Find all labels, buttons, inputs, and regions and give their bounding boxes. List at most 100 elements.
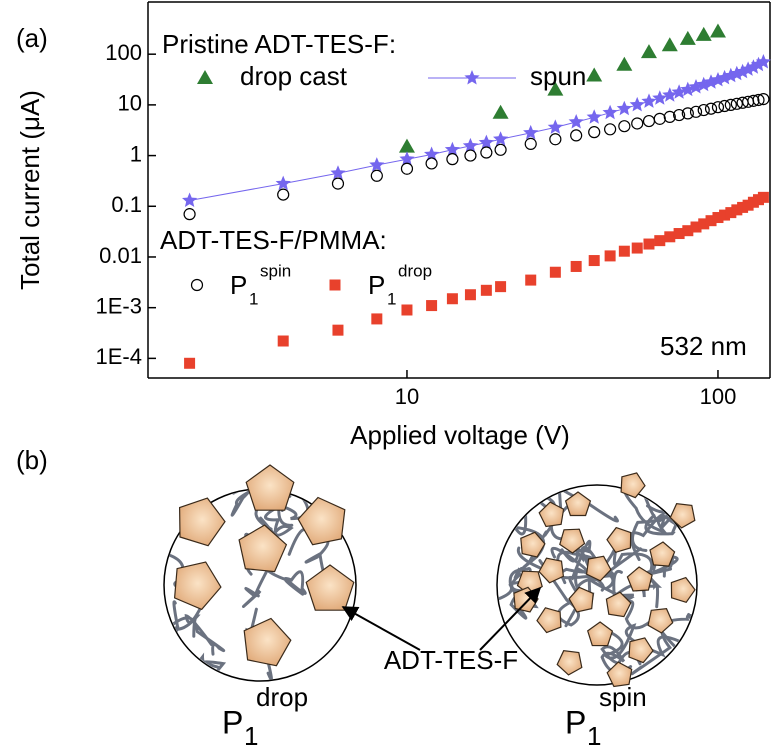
- crystallite: [173, 561, 222, 611]
- triangle-marker: [492, 104, 509, 119]
- x-tick-label: 10: [395, 384, 419, 409]
- crystallite: [628, 637, 654, 664]
- crystallite: [647, 608, 674, 634]
- circle-marker: [757, 93, 770, 106]
- circle-marker: [588, 126, 601, 139]
- star-marker: [750, 56, 767, 72]
- callout: ADT-TES-F: [384, 645, 518, 675]
- crystallite: [620, 472, 646, 499]
- star-marker: [735, 63, 751, 79]
- triangle-marker: [547, 81, 564, 96]
- crystallite: [564, 491, 592, 517]
- crystallite: [585, 555, 612, 582]
- square-marker: [495, 281, 507, 293]
- panel-label: (b): [16, 445, 48, 475]
- circle-marker: [681, 107, 694, 120]
- star-marker: [586, 109, 602, 124]
- triangle-marker: [616, 56, 633, 71]
- circle-marker: [718, 99, 731, 113]
- square-marker: [643, 238, 655, 250]
- square-marker: [698, 218, 710, 230]
- circle-marker: [618, 120, 631, 133]
- circle-marker: [704, 102, 718, 115]
- panel-name-sup: spin: [599, 682, 647, 712]
- circle-marker: [604, 123, 617, 136]
- name-base: P: [230, 270, 247, 300]
- y-tick-label: 1E-4: [96, 344, 142, 369]
- crystallite: [297, 496, 346, 546]
- arrow: [341, 606, 421, 651]
- square-marker: [277, 335, 289, 347]
- legend-marker: [464, 70, 480, 85]
- name-sup: spin: [260, 261, 291, 280]
- star-marker: [369, 157, 385, 172]
- circle-marker: [642, 114, 656, 128]
- circle-marker: [183, 208, 196, 221]
- square-marker: [618, 245, 630, 257]
- circle-marker: [570, 129, 583, 142]
- crystallites: [173, 464, 696, 688]
- name-sub: 1: [249, 289, 258, 308]
- crystallite: [238, 524, 288, 573]
- crystallite: [669, 503, 696, 529]
- crystallite: [606, 526, 632, 553]
- crystallite: [568, 586, 594, 613]
- star-marker: [745, 59, 761, 74]
- circle-marker: [673, 108, 686, 122]
- square-marker: [654, 235, 666, 247]
- annotation: 532 nm: [660, 331, 747, 361]
- crystallite: [538, 501, 565, 528]
- star-marker: [462, 137, 479, 153]
- star-marker: [740, 61, 756, 76]
- square-marker: [184, 357, 196, 369]
- star-marker: [478, 134, 494, 150]
- square-marker: [480, 284, 492, 296]
- square-marker: [549, 266, 561, 278]
- circle-marker: [730, 97, 743, 110]
- triangle-marker: [398, 138, 415, 153]
- y-tick-label: 0.01: [99, 243, 142, 268]
- triangle-marker: [709, 23, 726, 38]
- circle-marker: [747, 94, 760, 107]
- crystallite: [305, 564, 355, 611]
- star-marker: [424, 146, 440, 161]
- crystallite: [245, 464, 295, 511]
- crystallite: [586, 621, 614, 647]
- y-tick-label: 1E-3: [96, 293, 142, 318]
- square-marker: [525, 274, 537, 286]
- x-tick-label: 100: [700, 384, 737, 409]
- triangle-marker: [679, 30, 696, 45]
- star-marker: [275, 175, 291, 191]
- legend-marker: [329, 279, 341, 291]
- circle-marker: [425, 157, 438, 170]
- star-marker: [616, 100, 632, 116]
- star-marker: [652, 90, 668, 105]
- crystallite: [606, 661, 633, 688]
- crystallite: [605, 591, 632, 618]
- circle-marker: [711, 101, 725, 114]
- circle-marker: [724, 98, 737, 111]
- circle-marker: [464, 149, 477, 162]
- legend-group: ADT-TES-F/PMMA:: [160, 225, 387, 255]
- star-marker: [602, 104, 618, 120]
- legend-marker: [190, 278, 204, 292]
- panel-name-sub: 1: [244, 721, 258, 747]
- crystallite: [670, 576, 696, 604]
- square-marker: [588, 255, 600, 267]
- crystallite: [536, 607, 562, 634]
- legend-marker: [197, 70, 213, 84]
- circle-marker: [549, 133, 562, 146]
- triangle-marker: [661, 37, 678, 52]
- circle-marker: [400, 162, 414, 175]
- diagram: ADT-TES-F: [163, 464, 698, 688]
- x-axis-label: Applied voltage (V): [350, 420, 570, 450]
- circle-marker: [631, 117, 644, 130]
- polymer-chain: [498, 486, 507, 537]
- square-marker: [570, 260, 582, 272]
- crystallite: [559, 528, 586, 554]
- square-marker: [371, 313, 383, 325]
- circle-marker: [524, 137, 537, 150]
- square-marker: [712, 212, 724, 224]
- circle-marker: [480, 146, 493, 159]
